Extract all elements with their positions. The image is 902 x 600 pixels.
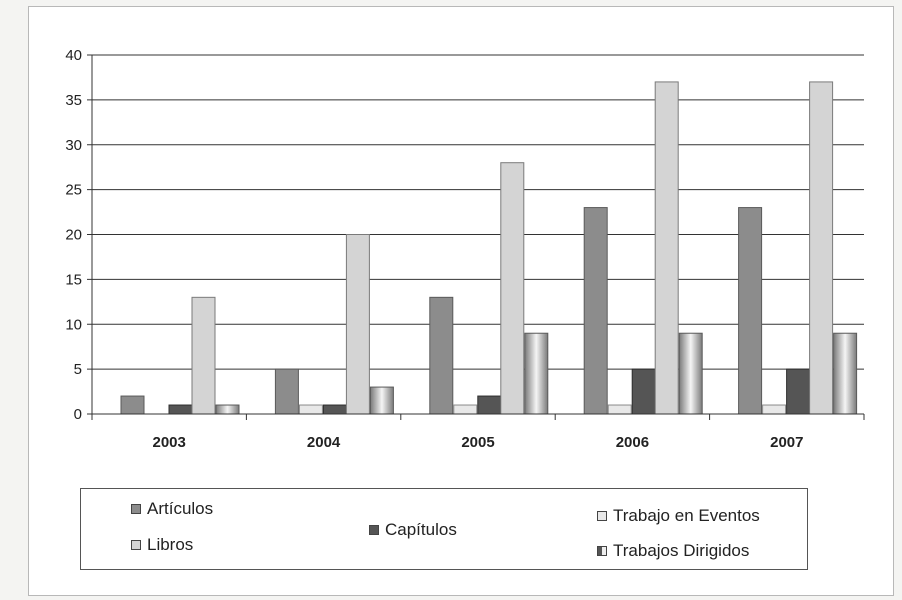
bar-trabajos-dirigidos-2006 <box>678 332 703 415</box>
legend-label-libros: Libros <box>147 535 194 554</box>
bar-trabajo-en-eventos-2006 <box>607 404 632 415</box>
y-tick-label: 35 <box>65 92 82 109</box>
bar-art-culos-2004 <box>274 368 299 415</box>
legend-swatch-trabajo-eventos <box>597 511 607 521</box>
x-tick-label: 2003 <box>153 434 186 451</box>
legend-swatch-libros <box>131 540 141 550</box>
y-tick-label: 25 <box>65 182 82 199</box>
legend-swatch-trabajos-dirigidos <box>597 546 607 556</box>
bar-trabajos-dirigidos-2007 <box>833 332 858 415</box>
bar-libros-2006 <box>654 81 679 415</box>
gridlines <box>92 54 864 370</box>
y-tick-label: 0 <box>74 406 82 423</box>
legend-label-trabajo-eventos: Trabajo en Eventos <box>613 506 760 525</box>
x-tick-label: 2004 <box>307 434 341 451</box>
bar-art-culos-2006 <box>583 207 608 415</box>
legend-item-capitulos: Capítulos <box>369 520 457 540</box>
legend-label-articulos: Artículos <box>147 499 214 518</box>
bar-trabajo-en-eventos-2005 <box>453 404 478 415</box>
bar-libros-2005 <box>500 162 525 415</box>
bar-trabajo-en-eventos-2004 <box>298 404 323 415</box>
y-tick-label: 40 <box>65 47 82 64</box>
bar-libros-2007 <box>809 81 834 415</box>
x-axis-labels: 2003 2004 2005 2006 2007 <box>153 434 804 451</box>
x-tick-label: 2007 <box>770 434 803 451</box>
bars <box>120 81 858 415</box>
bar-art-culos-2007 <box>738 207 763 415</box>
y-tick-label: 10 <box>65 316 82 333</box>
bar-libros-2004 <box>345 234 370 415</box>
bar-cap-tulos-2003 <box>168 404 193 415</box>
bar-cap-tulos-2005 <box>477 395 502 415</box>
bar-trabajos-dirigidos-2005 <box>524 332 549 415</box>
bar-cap-tulos-2004 <box>322 404 347 415</box>
bar-art-culos-2003 <box>120 395 145 415</box>
bar-trabajos-dirigidos-2003 <box>215 404 240 415</box>
bar-art-culos-2005 <box>429 296 454 415</box>
x-tick-label: 2006 <box>616 434 649 451</box>
bar-cap-tulos-2007 <box>786 368 811 415</box>
legend-label-trabajos-dirigidos: Trabajos Dirigidos <box>613 541 750 560</box>
axes <box>91 55 865 420</box>
y-axis-ticks: 0 5 10 15 20 25 30 35 40 <box>65 47 92 423</box>
legend-swatch-capitulos <box>369 525 379 535</box>
y-tick-label: 20 <box>65 227 82 244</box>
y-tick-label: 15 <box>65 271 82 288</box>
legend-item-trabajos-dirigidos: Trabajos Dirigidos <box>597 541 749 561</box>
y-tick-label: 5 <box>74 361 82 378</box>
legend-label-capitulos: Capítulos <box>385 520 457 539</box>
bar-cap-tulos-2006 <box>631 368 656 415</box>
legend-item-libros: Libros <box>131 535 193 555</box>
bar-trabajo-en-eventos-2007 <box>762 404 787 415</box>
legend: Artículos Libros Capítulos Trabajo en Ev… <box>80 488 808 570</box>
legend-swatch-articulos <box>131 504 141 514</box>
y-tick-label: 30 <box>65 137 82 154</box>
legend-item-trabajo-eventos: Trabajo en Eventos <box>597 506 760 526</box>
legend-item-articulos: Artículos <box>131 499 213 519</box>
bar-trabajos-dirigidos-2004 <box>369 386 394 415</box>
x-tick-label: 2005 <box>461 434 494 451</box>
bar-libros-2003 <box>191 296 216 415</box>
